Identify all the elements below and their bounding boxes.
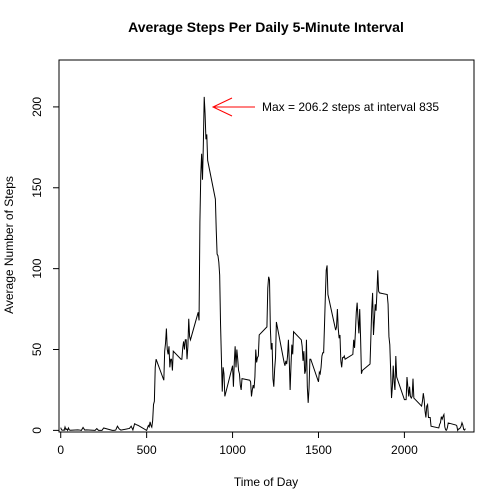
y-tick-label: 150 [30, 177, 44, 197]
series-line [60, 96, 466, 432]
plot-frame [58, 59, 475, 433]
y-tick-label: 0 [30, 427, 44, 434]
x-tick-label: 1000 [219, 443, 246, 457]
chart-title: Average Steps Per Daily 5-Minute Interva… [128, 19, 404, 35]
annotation-arrow [211, 97, 255, 117]
x-tick-label: 0 [57, 443, 64, 457]
y-tick-label: 200 [30, 97, 44, 117]
annotation: Max = 206.2 steps at interval 835 [262, 100, 439, 114]
x-tick-label: 500 [137, 443, 157, 457]
y-tick-label: 50 [30, 343, 44, 357]
y-tick-label: 100 [30, 258, 44, 278]
x-tick-label: 1500 [305, 443, 332, 457]
x-axis-label: Time of Day [234, 475, 298, 489]
y-axis-label: Average Number of Steps [2, 176, 16, 314]
x-tick-label: 2000 [391, 443, 418, 457]
